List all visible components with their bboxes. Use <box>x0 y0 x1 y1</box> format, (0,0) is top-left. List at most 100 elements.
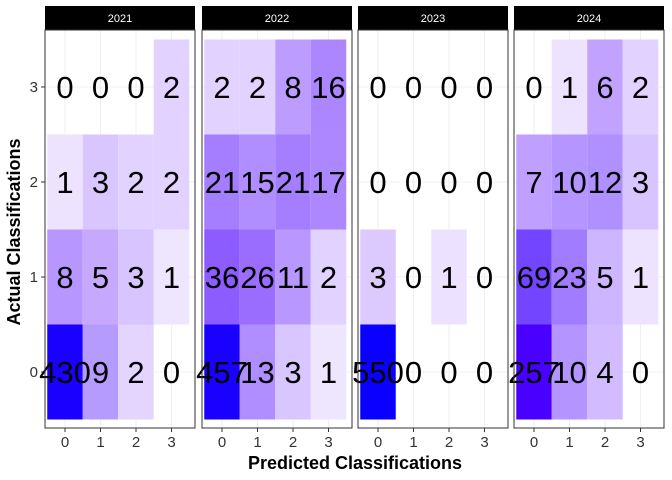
heatmap-cell <box>516 324 552 420</box>
cell-count-label: 0 <box>405 260 422 295</box>
cell-count-label: 36 <box>205 260 239 295</box>
y-tick-label: 0 <box>30 364 38 381</box>
facet-strip <box>358 6 508 30</box>
heatmap-cell <box>587 324 623 420</box>
cell-count-label: 0 <box>405 70 422 105</box>
cell-count-label: 0 <box>632 355 649 390</box>
panel-border <box>357 29 509 429</box>
cell-count-label: 1 <box>163 260 180 295</box>
heatmap-cell <box>310 229 347 325</box>
heatmap-cell <box>360 229 396 325</box>
cell-count-label: 21 <box>205 165 239 200</box>
heatmap-cell <box>275 39 311 135</box>
cell-count-label: 3 <box>92 165 109 200</box>
cell-count-label: 23 <box>552 260 586 295</box>
x-tick-label: 0 <box>218 434 226 451</box>
cell-count-label: 3 <box>284 355 301 390</box>
panel-border <box>201 29 353 429</box>
heatmap-cell <box>204 324 240 420</box>
heatmap-cell <box>118 229 154 325</box>
y-tick-label: 3 <box>30 79 38 96</box>
cell-count-label: 10 <box>552 355 586 390</box>
cell-count-label: 2 <box>163 70 180 105</box>
cell-count-label: 5 <box>92 260 109 295</box>
facet-strip-label: 2023 <box>421 13 445 25</box>
x-tick-label: 1 <box>96 434 104 451</box>
cell-count-label: 2 <box>320 260 337 295</box>
heatmap-cell <box>239 229 276 325</box>
cell-count-label: 2 <box>163 165 180 200</box>
cell-count-label: 17 <box>311 165 345 200</box>
cell-count-label: 15 <box>240 165 274 200</box>
heatmap-cell <box>204 229 240 325</box>
cell-count-label: 69 <box>517 260 551 295</box>
facet-strip-label: 2022 <box>265 13 289 25</box>
heatmap-cell <box>275 229 311 325</box>
heatmap-cell <box>118 134 154 230</box>
cell-count-label: 0 <box>440 355 457 390</box>
cell-count-label: 1 <box>320 355 337 390</box>
cell-count-label: 2 <box>632 70 649 105</box>
cell-count-label: 16 <box>311 70 345 105</box>
cell-count-label: 10 <box>552 165 586 200</box>
heatmap-cell <box>360 324 396 420</box>
facet-strip <box>514 6 664 30</box>
heatmap-cell <box>47 134 83 230</box>
cell-count-label: 2 <box>213 70 230 105</box>
cell-count-label: 1 <box>440 260 457 295</box>
y-tick-label: 1 <box>30 269 38 286</box>
cell-count-label: 1 <box>632 260 649 295</box>
facet-strip-label: 2024 <box>577 13 601 25</box>
cell-count-label: 0 <box>525 70 542 105</box>
cell-count-label: 12 <box>588 165 622 200</box>
heatmap-cell <box>551 39 588 135</box>
x-tick-label: 2 <box>289 434 297 451</box>
x-tick-label: 2 <box>445 434 453 451</box>
cell-count-label: 457 <box>196 355 248 390</box>
x-tick-label: 3 <box>480 434 488 451</box>
x-tick-label: 2 <box>132 434 140 451</box>
cell-count-label: 550 <box>352 355 404 390</box>
heatmap-cell <box>551 229 588 325</box>
heatmap-cell <box>310 324 347 420</box>
heatmap-cell <box>516 134 552 230</box>
cell-count-label: 5 <box>596 260 613 295</box>
cell-count-label: 3 <box>632 165 649 200</box>
cell-count-label: 0 <box>405 355 422 390</box>
cell-count-label: 6 <box>596 70 613 105</box>
heatmap-cell <box>153 134 190 230</box>
x-tick-label: 0 <box>374 434 382 451</box>
y-axis-title: Actual Classifications <box>4 138 24 325</box>
heatmap-cell <box>204 134 240 230</box>
heatmap-cell <box>239 324 276 420</box>
x-tick-label: 2 <box>601 434 609 451</box>
cell-count-label: 1 <box>561 70 578 105</box>
y-axis-ticks: 0 1 2 3 <box>30 79 45 381</box>
cell-count-label: 0 <box>56 70 73 105</box>
heatmap-cell <box>551 324 588 420</box>
cell-count-label: 0 <box>440 70 457 105</box>
heatmap-cell <box>153 229 190 325</box>
cell-count-label: 2 <box>127 355 144 390</box>
x-tick-label: 0 <box>61 434 69 451</box>
cell-count-label: 21 <box>276 165 310 200</box>
cell-count-label: 0 <box>369 165 386 200</box>
cell-count-label: 9 <box>92 355 109 390</box>
y-tick-label: 2 <box>30 174 38 191</box>
facet-strip <box>202 6 352 30</box>
heatmap-cell <box>551 134 588 230</box>
cell-count-label: 8 <box>56 260 73 295</box>
panel-border <box>44 29 196 429</box>
heatmap-cell <box>239 134 276 230</box>
heatmap-cell <box>118 324 154 420</box>
heatmap-cell <box>587 134 623 230</box>
cell-count-label: 2 <box>249 70 266 105</box>
heatmap-cell <box>82 134 119 230</box>
panel-border <box>513 29 665 429</box>
cell-count-label: 0 <box>476 260 493 295</box>
cell-count-label: 13 <box>240 355 274 390</box>
